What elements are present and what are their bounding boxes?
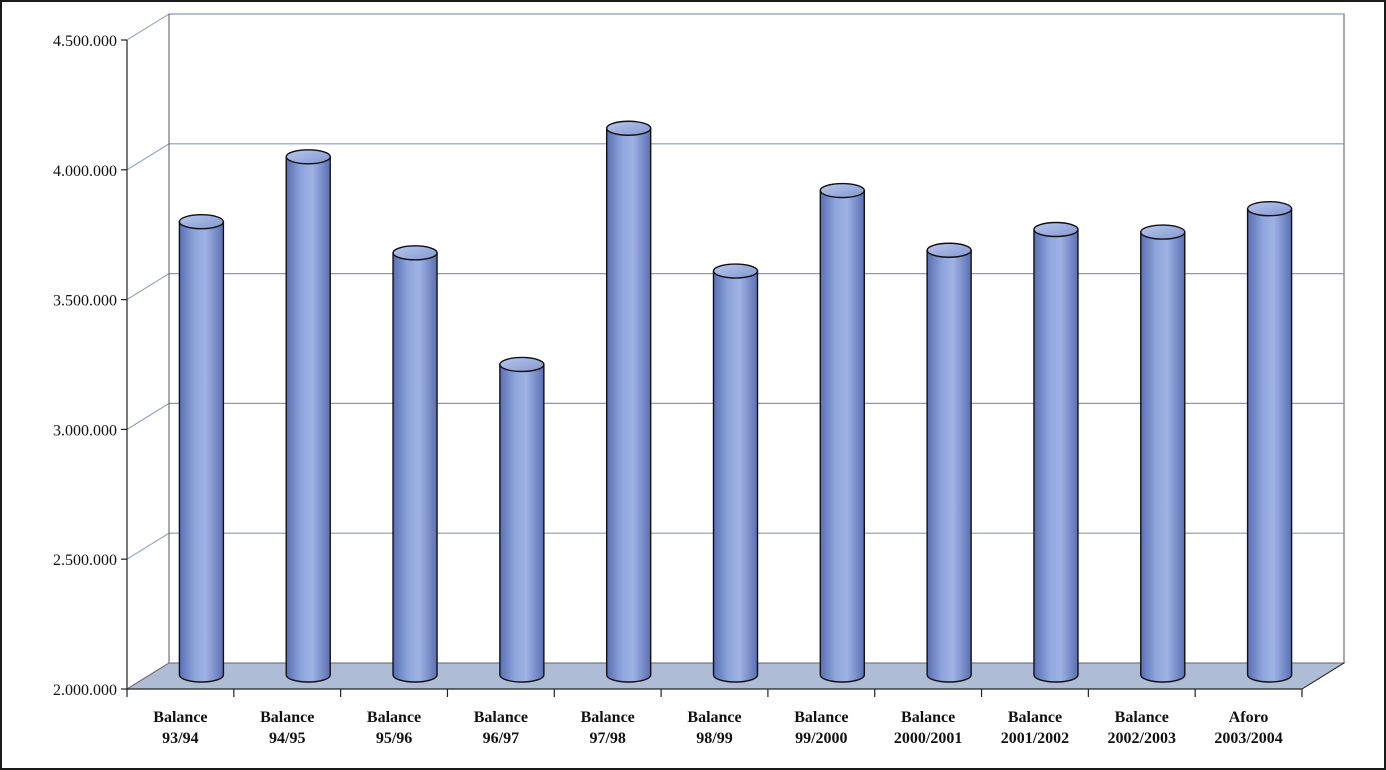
x-tick-label: 96/97 — [483, 730, 519, 747]
bar-body — [926, 249, 972, 683]
x-tick-label: Balance — [901, 709, 955, 726]
x-tick-label: 2002/2003 — [1108, 730, 1176, 747]
x-tick-label: 93/94 — [162, 730, 198, 747]
bar-top — [392, 245, 438, 261]
x-tick-label: Balance — [367, 709, 421, 726]
x-tick-label: 94/95 — [269, 730, 305, 747]
side-gridline — [126, 402, 170, 430]
y-tick-label: 4.000.000 — [53, 163, 117, 180]
bar-cylinder — [605, 120, 652, 683]
bar-top — [1246, 201, 1293, 217]
floor-edge — [1301, 662, 1345, 690]
bar-body — [1140, 231, 1186, 683]
bar-top — [1033, 221, 1079, 238]
x-tick-label: 2003/2004 — [1214, 730, 1282, 747]
bar-body — [392, 252, 438, 683]
bar-body — [605, 127, 652, 683]
bar-top — [1140, 224, 1186, 240]
x-tick-label: 2001/2002 — [1001, 730, 1069, 747]
bar-cylinder — [926, 242, 972, 683]
x-tick-label: Balance — [1115, 709, 1169, 726]
bar-body — [178, 221, 225, 683]
bar-top — [712, 263, 759, 279]
x-tick-label: Balance — [687, 709, 741, 726]
x-tick-label: Balance — [260, 709, 314, 726]
y-tick-label: 3.000.000 — [53, 422, 117, 439]
bar-cylinder — [285, 149, 331, 683]
x-tick-label: 95/96 — [376, 730, 412, 747]
y-tick-label: 3.500.000 — [53, 293, 117, 310]
bar-cylinder — [712, 263, 759, 683]
bar-top — [605, 120, 652, 136]
bar-cylinder — [499, 356, 545, 683]
x-tick-label: Balance — [1008, 709, 1062, 726]
bar-body — [1033, 228, 1079, 683]
bar-top — [178, 213, 225, 230]
y-tick-label: 2.500.000 — [53, 552, 117, 569]
bar-top — [499, 356, 545, 373]
y-tick-label: 4.500.000 — [53, 33, 117, 50]
x-tick-label: 98/99 — [696, 730, 732, 747]
bar-cylinder — [392, 245, 438, 683]
bar-cylinder — [1033, 221, 1079, 683]
x-tick-label: Balance — [794, 709, 848, 726]
x-tick-label: 99/2000 — [795, 730, 847, 747]
bar-body — [712, 270, 759, 683]
bar-cylinder — [178, 213, 225, 683]
side-gridline — [126, 143, 170, 171]
bar-body — [819, 189, 866, 683]
side-gridline — [126, 273, 170, 301]
bar-body — [499, 363, 545, 683]
bar-cylinder — [1140, 224, 1186, 683]
bar-body — [285, 156, 331, 683]
bar-body — [1246, 208, 1293, 683]
bar-top — [926, 242, 972, 258]
y-tick-label: 2.000.000 — [53, 682, 117, 699]
bar-cylinder — [819, 182, 866, 683]
x-tick-label: Aforo — [1229, 709, 1269, 726]
x-tick-label: Balance — [474, 709, 528, 726]
x-tick-label: Balance — [153, 709, 207, 726]
x-tick-label: Balance — [581, 709, 635, 726]
bar-top — [285, 149, 331, 165]
side-gridline — [126, 532, 170, 560]
bar-cylinder — [1246, 201, 1293, 683]
side-gridline — [126, 13, 170, 41]
bar-top — [819, 182, 866, 199]
x-tick-label: 2000/2001 — [894, 730, 962, 747]
x-tick-label: 97/98 — [589, 730, 625, 747]
